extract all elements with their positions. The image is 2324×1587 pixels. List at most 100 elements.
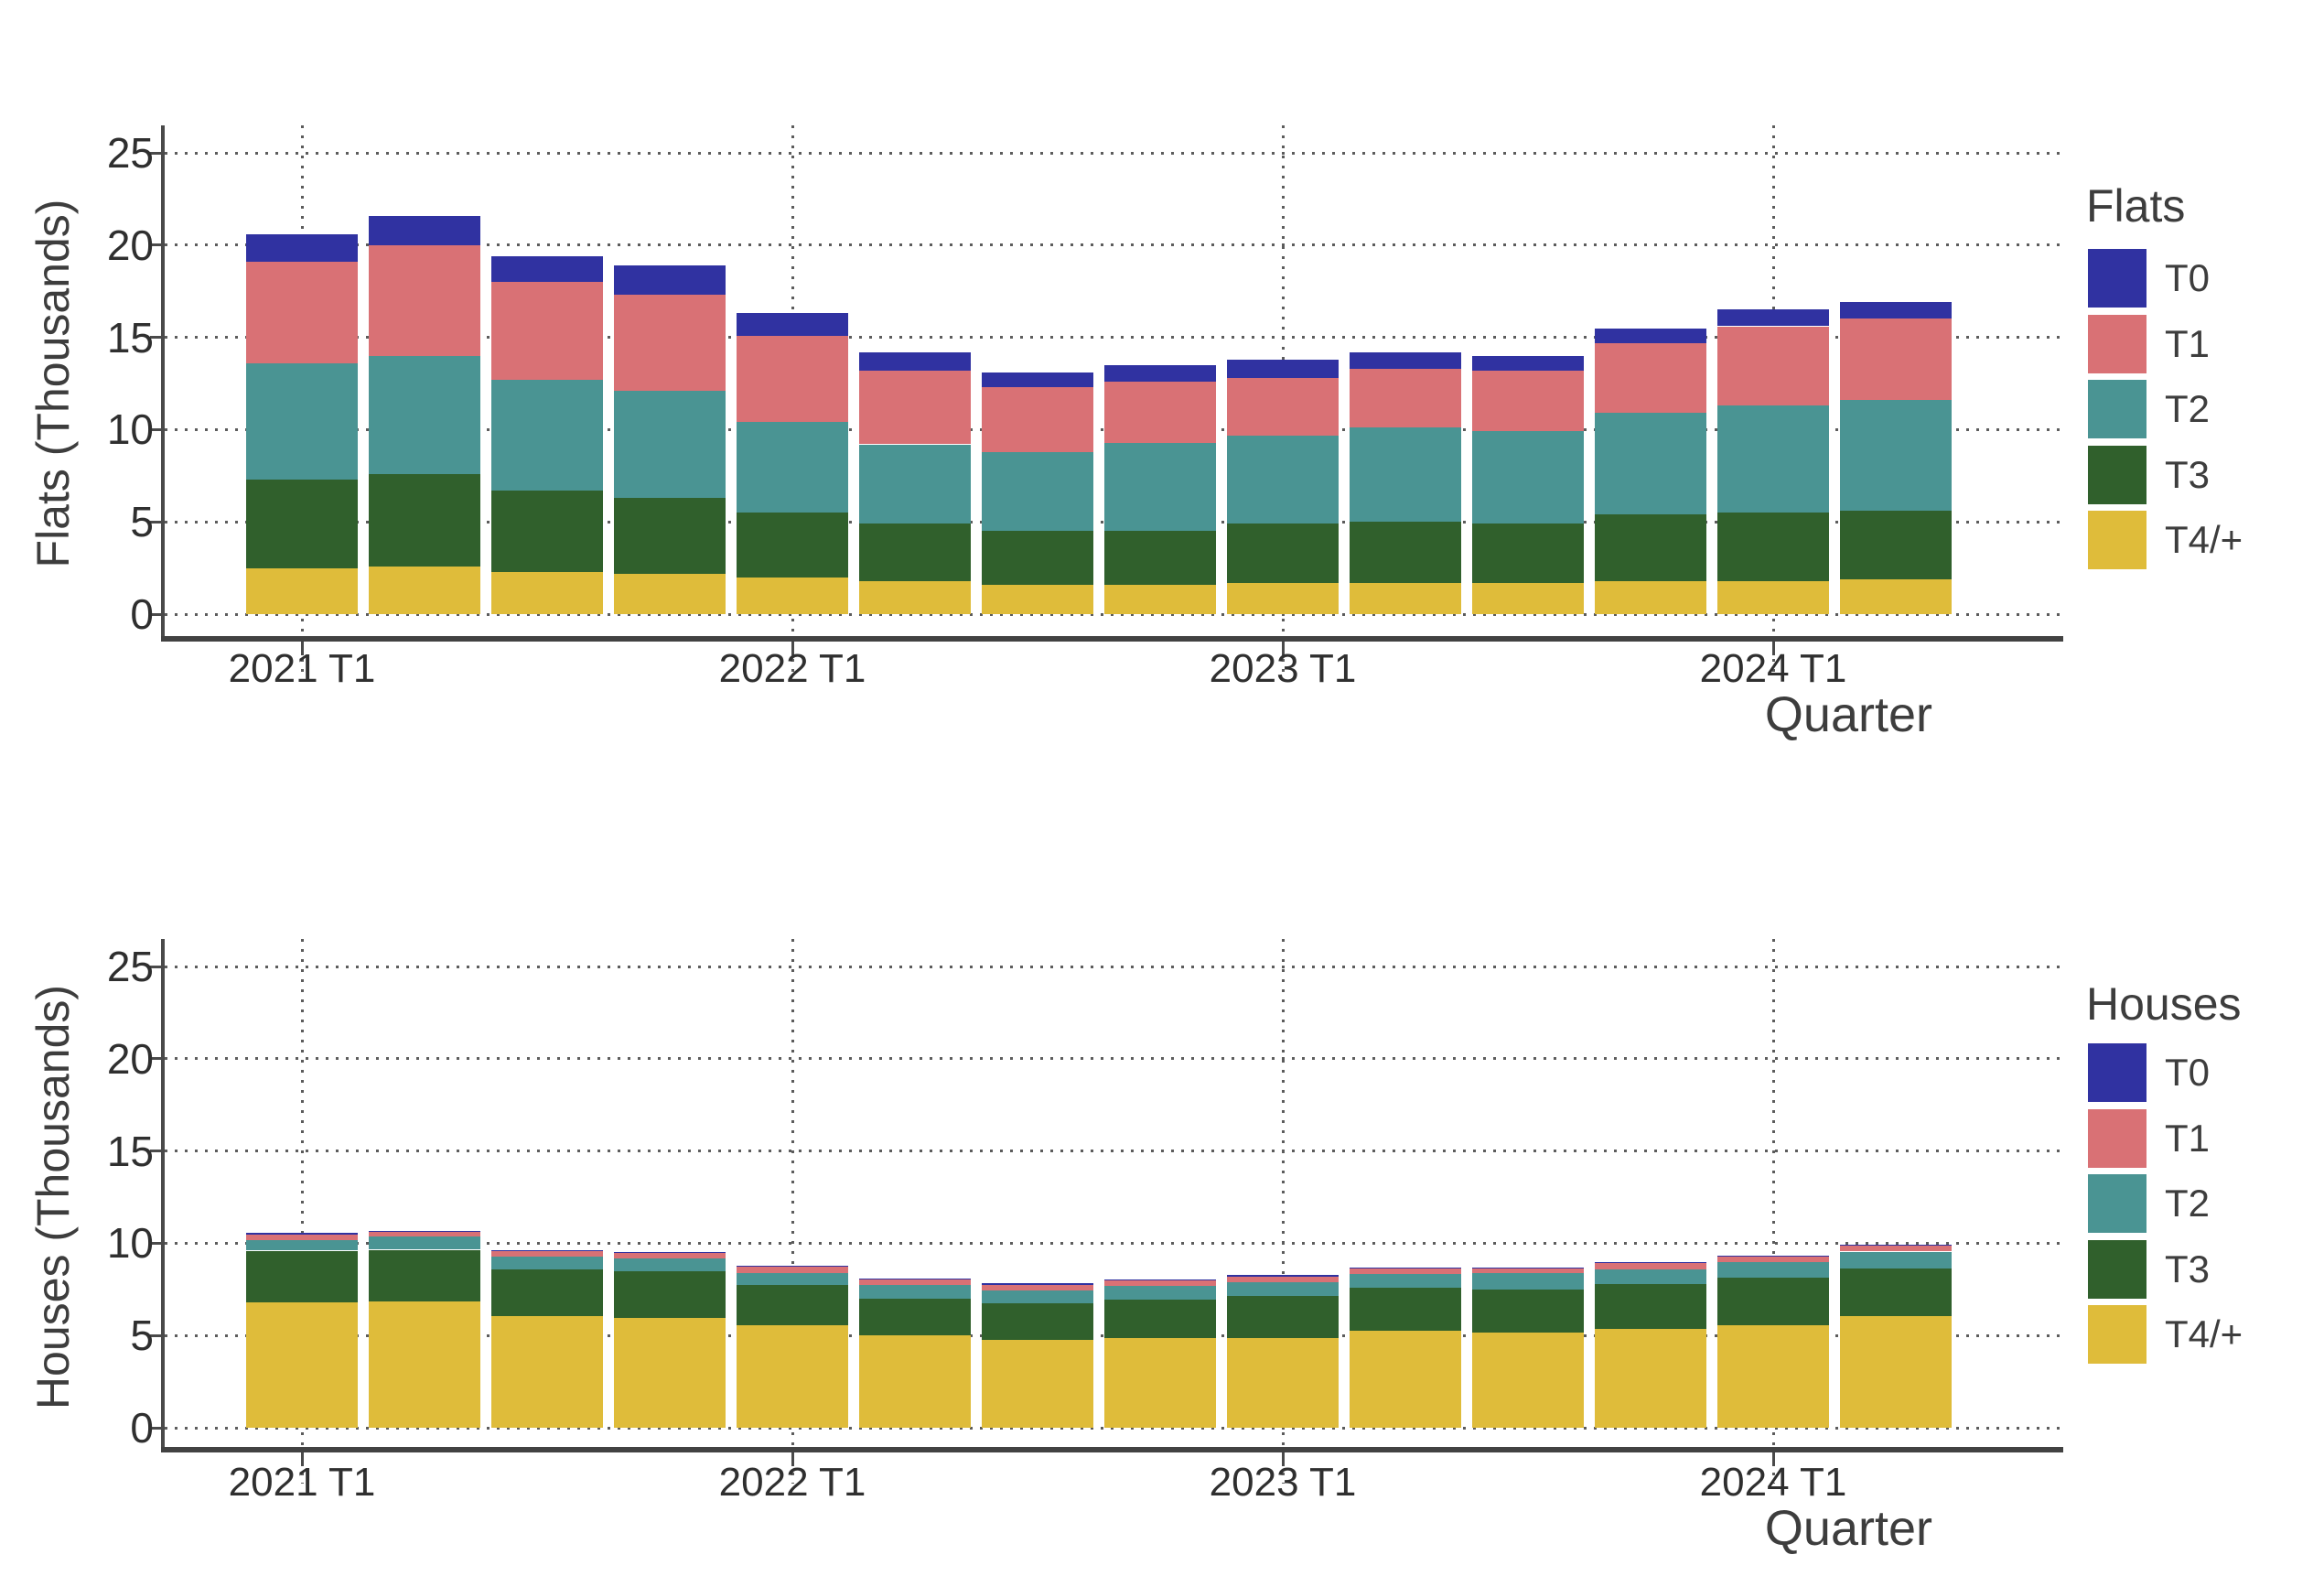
legend-swatch-T0 bbox=[2088, 249, 2146, 308]
bar-2022-T2-T4+ bbox=[859, 1335, 971, 1428]
flats-x-axis-title: Quarter bbox=[1764, 687, 1932, 742]
bar-2021-T2-T1 bbox=[369, 1232, 480, 1237]
y-tick bbox=[150, 1057, 165, 1061]
bar-2023-T1-T1 bbox=[1227, 1276, 1339, 1282]
x-tick-label: 2023 T1 bbox=[1209, 646, 1357, 691]
bar-2024-T2-T4+ bbox=[1840, 1316, 1952, 1428]
x-tick bbox=[791, 641, 794, 655]
bar-2024-T1-T2 bbox=[1717, 1261, 1829, 1278]
bar-2021-T4-T3 bbox=[614, 1270, 726, 1318]
bar-2021-T2-T3 bbox=[369, 473, 480, 567]
y-tick bbox=[150, 151, 165, 155]
y-tick bbox=[150, 1333, 165, 1337]
bar-2024-T1-T4+ bbox=[1717, 1325, 1829, 1428]
y-tick-label: 5 bbox=[130, 1312, 154, 1360]
legend-swatch-T1 bbox=[2088, 314, 2146, 373]
bar-2023-T4-T4+ bbox=[1595, 1329, 1706, 1428]
bar-2021-T4-T4+ bbox=[614, 573, 726, 614]
bar-2022-T4-T1 bbox=[1104, 1279, 1216, 1286]
x-tick bbox=[1771, 641, 1775, 655]
legend-label-T0: T0 bbox=[2165, 1051, 2211, 1094]
bar-2024-T1-T0 bbox=[1717, 1255, 1829, 1257]
bar-2022-T4-T3 bbox=[1104, 1299, 1216, 1339]
bar-2023-T1-T2 bbox=[1227, 435, 1339, 524]
houses-legend-title: Houses bbox=[2086, 978, 2242, 1030]
y-tick bbox=[150, 1241, 165, 1245]
bar-2022-T1-T4+ bbox=[737, 1325, 848, 1428]
x-tick-label: 2024 T1 bbox=[1699, 1460, 1847, 1505]
bar-2022-T1-T2 bbox=[737, 1272, 848, 1285]
bar-2021-T4-T0 bbox=[614, 265, 726, 296]
bar-2024-T2-T0 bbox=[1840, 1245, 1952, 1247]
bar-2022-T2-T2 bbox=[859, 444, 971, 524]
bar-2024-T2-T3 bbox=[1840, 511, 1952, 579]
bar-2023-T1-T2 bbox=[1227, 1281, 1339, 1296]
bar-2021-T2-T4+ bbox=[369, 566, 480, 614]
y-tick-label: 0 bbox=[130, 1404, 154, 1452]
bar-2021-T2-T0 bbox=[369, 1231, 480, 1233]
legend-label-T2: T2 bbox=[2165, 387, 2211, 430]
legend-label-T4+: T4/+ bbox=[2165, 518, 2243, 561]
bar-2022-T1-T0 bbox=[737, 1265, 848, 1267]
bar-2022-T3-T3 bbox=[982, 1302, 1093, 1341]
bar-2024-T1-T2 bbox=[1717, 405, 1829, 513]
x-tick-label: 2022 T1 bbox=[718, 1460, 866, 1505]
h-gridline bbox=[165, 151, 2063, 155]
h-gridline bbox=[165, 1241, 2063, 1245]
bar-2021-T1-T2 bbox=[246, 1240, 358, 1251]
legend-label-T0: T0 bbox=[2165, 256, 2211, 299]
bar-2022-T2-T1 bbox=[859, 1279, 971, 1285]
bar-2023-T1-T1 bbox=[1227, 378, 1339, 436]
bar-2022-T1-T0 bbox=[737, 313, 848, 336]
bar-2023-T3-T0 bbox=[1472, 355, 1584, 371]
bar-2021-T1-T0 bbox=[246, 233, 358, 262]
bar-2023-T4-T2 bbox=[1595, 1269, 1706, 1284]
bar-2024-T1-T4+ bbox=[1717, 580, 1829, 614]
bar-2022-T2-T4+ bbox=[859, 580, 971, 614]
bar-2022-T1-T2 bbox=[737, 422, 848, 513]
bar-2022-T4-T0 bbox=[1104, 364, 1216, 382]
bar-2023-T2-T4+ bbox=[1350, 1331, 1461, 1428]
bar-2021-T3-T4+ bbox=[491, 571, 603, 614]
bar-2024-T2-T3 bbox=[1840, 1268, 1952, 1316]
bar-2023-T1-T0 bbox=[1227, 1274, 1339, 1277]
bar-2023-T4-T2 bbox=[1595, 413, 1706, 515]
bar-2022-T3-T4+ bbox=[982, 584, 1093, 614]
bar-2021-T4-T1 bbox=[614, 295, 726, 391]
legend-label-T1: T1 bbox=[2165, 321, 2211, 365]
h-gridline bbox=[165, 1426, 2063, 1430]
x-tick-label: 2023 T1 bbox=[1209, 1460, 1357, 1505]
h-gridline bbox=[165, 336, 2063, 340]
bar-2023-T3-T0 bbox=[1472, 1267, 1584, 1269]
bar-2022-T3-T1 bbox=[982, 1284, 1093, 1290]
y-tick bbox=[150, 1426, 165, 1430]
bar-2021-T3-T0 bbox=[491, 1249, 603, 1251]
y-tick-label: 20 bbox=[106, 1034, 154, 1083]
bar-2022-T4-T2 bbox=[1104, 1285, 1216, 1300]
bar-2023-T3-T1 bbox=[1472, 1268, 1584, 1273]
y-tick bbox=[150, 520, 165, 524]
bar-2023-T3-T4+ bbox=[1472, 582, 1584, 614]
bar-2021-T2-T4+ bbox=[369, 1301, 480, 1428]
bar-2022-T3-T2 bbox=[982, 1290, 1093, 1303]
y-tick-label: 5 bbox=[130, 498, 154, 546]
y-tick-label: 25 bbox=[106, 943, 154, 990]
bar-2021-T1-T2 bbox=[246, 362, 358, 480]
x-tick-label: 2021 T1 bbox=[228, 1460, 376, 1505]
bar-2021-T3-T4+ bbox=[491, 1316, 603, 1428]
bar-2022-T1-T4+ bbox=[737, 577, 848, 614]
bar-2021-T4-T3 bbox=[614, 498, 726, 574]
y-tick bbox=[150, 965, 165, 968]
bar-2023-T2-T4+ bbox=[1350, 582, 1461, 614]
y-tick bbox=[150, 427, 165, 431]
bar-2022-T1-T3 bbox=[737, 513, 848, 578]
bar-2021-T4-T0 bbox=[614, 1251, 726, 1253]
bar-2023-T3-T3 bbox=[1472, 1289, 1584, 1333]
bar-2021-T1-T3 bbox=[246, 479, 358, 568]
y-tick-label: 15 bbox=[106, 313, 154, 362]
bar-2021-T1-T1 bbox=[246, 1235, 358, 1241]
